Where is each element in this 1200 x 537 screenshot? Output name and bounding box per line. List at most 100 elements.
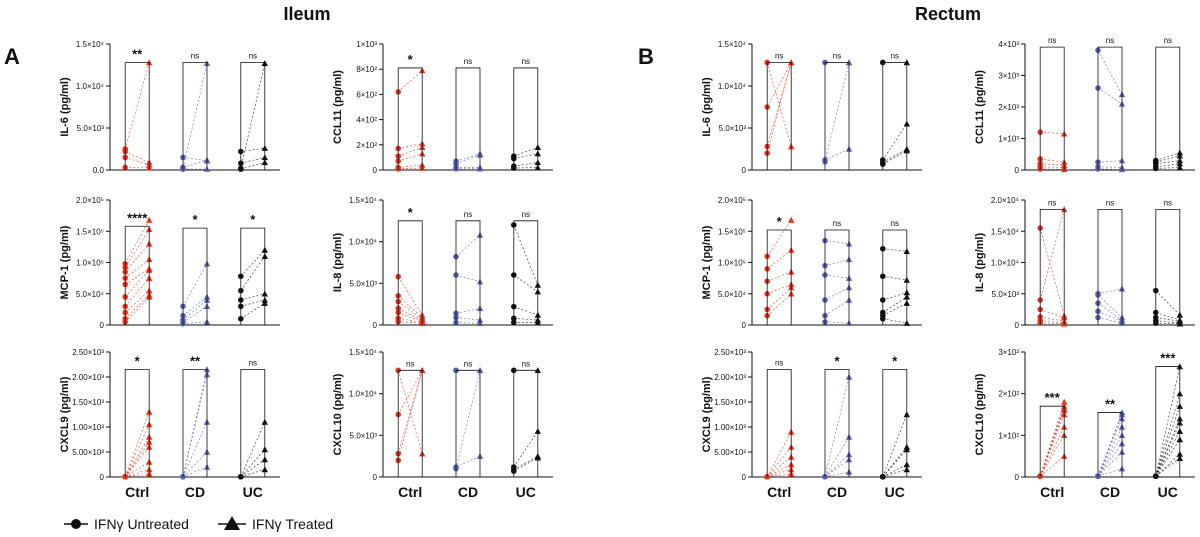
- y-tick-label: 1.5×10⁴: [991, 227, 1020, 236]
- significance-bracket: [1155, 46, 1181, 170]
- y-tick-label: 2×10³: [998, 103, 1019, 112]
- y-tick-label: 1.5×10⁵: [718, 227, 746, 236]
- panel-ileum-il-6: 0.0 5.0×10³ 1.0×10⁴ 1.5×10⁴ IL-6 (pg/ml) ** ns…: [59, 40, 280, 175]
- significance-bracket: [1097, 208, 1123, 325]
- pair-line: [398, 312, 423, 322]
- pair-line: [1040, 131, 1065, 135]
- pair-line: [766, 62, 792, 147]
- significance-label: ns: [891, 219, 899, 228]
- x-tick-label: Ctrl: [398, 484, 422, 500]
- significance-bracket: [1155, 366, 1181, 477]
- pair-line: [124, 219, 150, 264]
- pair-line: [1155, 457, 1181, 477]
- pair-line: [124, 294, 150, 319]
- y-tick-label: 1.0×10⁴: [991, 259, 1020, 268]
- pair-line: [240, 63, 266, 169]
- significance-label: **: [1105, 396, 1116, 411]
- significance-label: *: [135, 354, 141, 369]
- y-tick-label: 5.0×10³: [77, 124, 105, 133]
- pair-line: [882, 302, 907, 316]
- significance-bracket: [513, 220, 539, 325]
- panel-rectum-mcp-1: 0 5.0×10⁴ 1.0×10⁵ 1.5×10⁵ 2.0×10⁵ MCP-1 (pg/m…: [701, 196, 922, 330]
- pair-line: [240, 302, 265, 320]
- y-tick-label: 2.0×10⁵: [76, 196, 104, 205]
- pair-line: [1039, 401, 1065, 477]
- y-tick-label: 1.0×10⁵: [76, 259, 104, 268]
- pair-line: [1097, 294, 1123, 318]
- pair-line: [240, 421, 266, 477]
- panel-ileum-mcp-1: 0 5.0×10⁴ 1.0×10⁵ 1.5×10⁵ 2.0×10⁵ MCP-1 (pg/m…: [59, 196, 280, 330]
- y-tick-label: 1×10²: [998, 431, 1019, 440]
- pair-line: [398, 143, 423, 149]
- panel-rectum-il-8: 0 5.0×10³ 1.0×10⁴ 1.5×10⁴ 2.0×10⁴ IL-8 (pg/ml…: [974, 196, 1195, 330]
- x-tick-label: CD: [458, 484, 478, 500]
- pair-line: [240, 293, 265, 301]
- pair-line: [1155, 163, 1180, 168]
- pair-line: [513, 167, 538, 169]
- significance-bracket: [766, 369, 792, 477]
- significance-bracket: [1039, 208, 1065, 325]
- y-tick-label: 2.50×10³: [714, 348, 746, 357]
- y-tick-label: 2×10²: [356, 141, 377, 150]
- significance-bracket: [1097, 46, 1123, 170]
- significance-label: ns: [775, 359, 783, 368]
- pair-line: [1097, 87, 1123, 105]
- significance-label: *: [408, 52, 414, 67]
- pair-line: [124, 446, 150, 477]
- significance-label: *: [892, 354, 898, 369]
- significance-bracket: [397, 369, 423, 477]
- y-tick-label: 2.00×10³: [72, 373, 104, 382]
- pair-line: [124, 269, 150, 298]
- panel-letter-a: A: [4, 44, 20, 69]
- pair-line: [1040, 320, 1065, 324]
- pair-line: [824, 436, 850, 477]
- y-axis-label: MCP-1 (pg/ml): [59, 225, 71, 299]
- pair-line: [240, 249, 266, 277]
- panel-rectum-cxcl9: 0 5.00×10² 1.00×10³ 1.50×10³ 2.00×10³ 2.50×10…: [701, 348, 922, 500]
- y-tick-label: 0: [373, 473, 378, 482]
- pair-line: [455, 322, 481, 324]
- y-tick-label: 1.5×10⁴: [76, 40, 105, 49]
- significance-label: ****: [127, 210, 148, 225]
- pair-line: [513, 153, 538, 160]
- pair-line: [1040, 166, 1065, 168]
- pair-line: [124, 441, 150, 477]
- y-axis-label: CXCL9 (pg/ml): [59, 376, 71, 452]
- y-axis-label: CCL11 (pg/ml): [332, 70, 344, 144]
- pair-line: [397, 370, 423, 415]
- y-tick-label: 2.0×10⁴: [991, 196, 1020, 205]
- pair-line: [1097, 317, 1123, 324]
- pair-line: [766, 249, 792, 270]
- y-tick-label: 5.0×10³: [992, 290, 1020, 299]
- significance-label: ns: [522, 359, 530, 368]
- pair-line: [182, 305, 208, 323]
- pair-line: [125, 268, 150, 285]
- pair-line: [182, 421, 208, 477]
- significance-label: ns: [464, 57, 472, 66]
- panel-ileum-cxcl9: 0 5.00×10² 1.00×10³ 1.50×10³ 2.00×10³ 2.50×10…: [59, 348, 280, 500]
- y-tick-label: 1.50×10³: [714, 398, 746, 407]
- significance-label: **: [132, 46, 143, 61]
- y-axis-label: MCP-1 (pg/ml): [701, 225, 713, 299]
- significance-bracket: [240, 227, 266, 325]
- y-tick-label: 4×10²: [356, 116, 377, 125]
- pair-line: [455, 154, 481, 165]
- y-tick-label: 1.5×10⁴: [718, 40, 747, 49]
- pair-line: [766, 293, 792, 316]
- pair-line: [513, 274, 538, 292]
- significance-bracket: [240, 62, 266, 170]
- y-tick-label: 6×10²: [356, 90, 377, 99]
- pair-line: [882, 292, 907, 301]
- pair-line: [455, 274, 481, 283]
- significance-label: ns: [464, 210, 472, 219]
- pair-line: [182, 466, 208, 478]
- pair-line: [1039, 410, 1065, 477]
- pair-line: [824, 376, 850, 477]
- significance-label: ns: [1164, 36, 1172, 45]
- y-tick-label: 1.0×10⁵: [718, 259, 746, 268]
- legend-label-treated: IFNγ Treated: [252, 516, 333, 532]
- x-tick-label: Ctrl: [1040, 484, 1064, 500]
- significance-bracket: [1039, 405, 1065, 477]
- significance-bracket: [513, 67, 539, 170]
